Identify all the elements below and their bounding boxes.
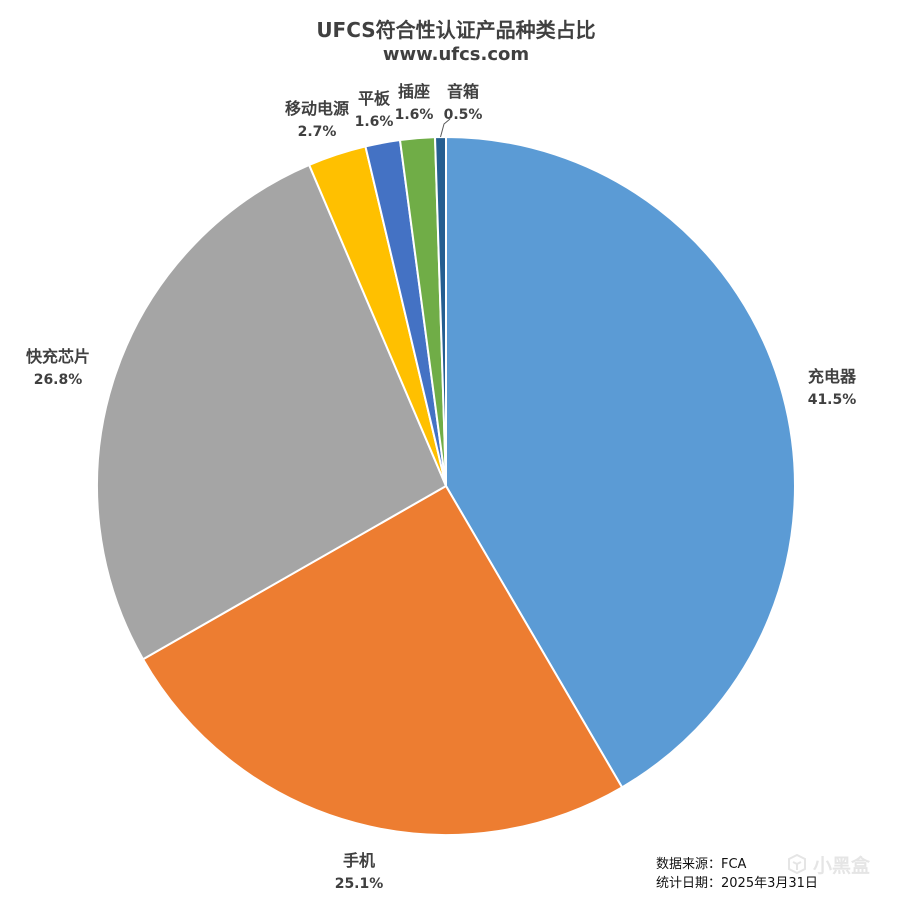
box-logo-icon (786, 853, 808, 875)
speaker-leader-line (440, 118, 451, 138)
slice-label-category-1: 充电器 (808, 367, 857, 386)
chart-title-block: UFCS符合性认证产品种类占比 www.ufcs.com (0, 16, 912, 67)
slice-label-category-6: 插座 (398, 82, 430, 101)
statistics-date-text: 统计日期：2025年3月31日 (656, 876, 818, 891)
watermark-text: 小黑盒 (813, 854, 871, 877)
slice-label-value-7: 0.5% (444, 107, 483, 123)
chart-subtitle: www.ufcs.com (382, 44, 530, 65)
slice-label-category-3: 快充芯片 (26, 347, 90, 366)
pie-slice-7 (433, 135, 447, 487)
slice-label-value-2: 25.1% (335, 876, 384, 892)
slice-label-value-3: 26.8% (34, 372, 83, 388)
pie-slice-3 (96, 163, 448, 661)
pie-slice-1 (445, 135, 796, 789)
source-footer: 数据来源：FCA 统计日期：2025年3月31日 (656, 855, 818, 893)
watermark: 小黑盒 (786, 850, 886, 878)
pie-slice-2 (141, 484, 624, 836)
slice-label-category-4: 移动电源 (285, 99, 349, 118)
slice-label-value-4: 2.7% (298, 124, 337, 140)
slice-label-value-5: 1.6% (355, 114, 394, 130)
slice-label-category-2: 手机 (343, 851, 375, 870)
slice-label-value-6: 1.6% (395, 107, 434, 123)
data-source-text: 数据来源：FCA (656, 857, 747, 872)
slice-label-value-1: 41.5% (808, 392, 857, 408)
slice-label-category-5: 平板 (358, 89, 391, 108)
chart-title: UFCS符合性认证产品种类占比 (316, 18, 596, 42)
slice-label-category-7: 音箱 (447, 82, 479, 101)
